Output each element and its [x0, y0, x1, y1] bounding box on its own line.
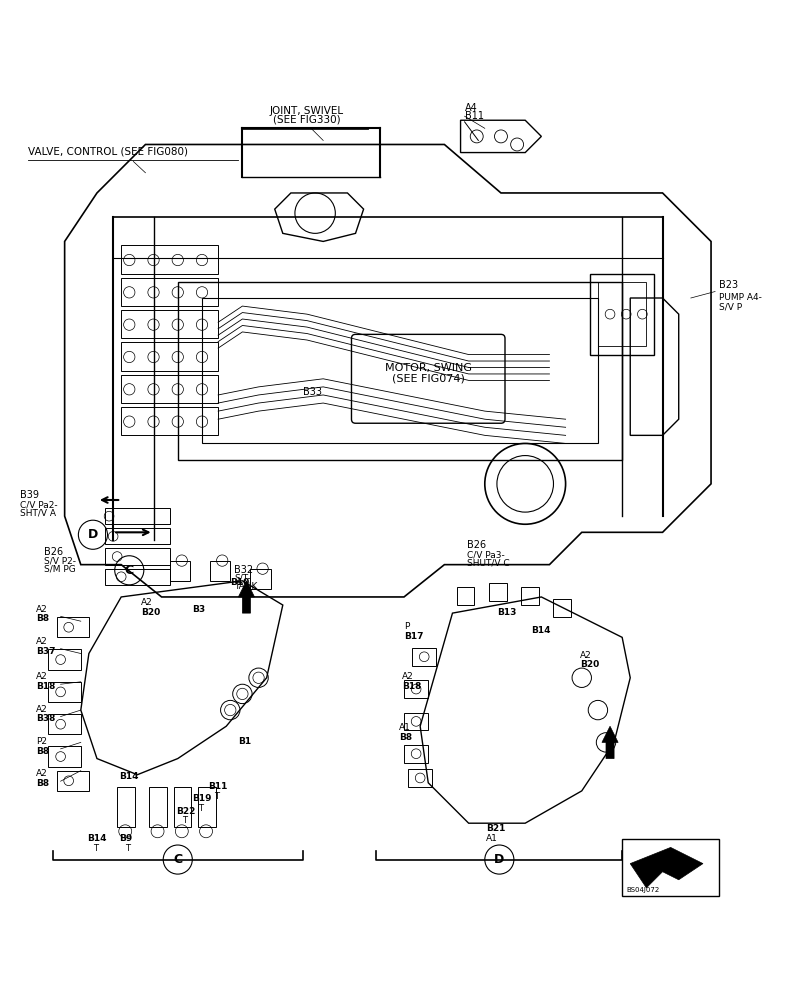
Text: T: T	[93, 844, 98, 853]
Text: B9: B9	[120, 834, 133, 843]
Text: B10: B10	[230, 578, 250, 587]
Text: D: D	[88, 528, 98, 541]
Text: SHT/V A: SHT/V A	[20, 508, 57, 517]
Text: (SEE FIG074): (SEE FIG074)	[392, 373, 465, 383]
Text: B11: B11	[465, 111, 484, 121]
Text: A1: A1	[486, 834, 499, 843]
Text: B20: B20	[141, 608, 161, 617]
Text: B38: B38	[36, 714, 56, 723]
Text: SHUT/V C: SHUT/V C	[467, 558, 510, 567]
Text: A2: A2	[141, 598, 154, 607]
Text: A2: A2	[402, 672, 415, 681]
Text: B14: B14	[87, 834, 107, 843]
Text: C: C	[124, 564, 134, 577]
Text: B8: B8	[36, 779, 49, 788]
Text: B19: B19	[192, 794, 212, 803]
Text: B26: B26	[467, 540, 486, 550]
Text: C/V Pa3-: C/V Pa3-	[467, 550, 505, 559]
Polygon shape	[602, 726, 618, 759]
Text: S/V P: S/V P	[719, 302, 743, 311]
Text: C/V Pa2-: C/V Pa2-	[20, 500, 58, 509]
Text: T: T	[125, 844, 130, 853]
Text: A2: A2	[36, 705, 48, 714]
Text: T: T	[182, 816, 187, 825]
Text: B8: B8	[399, 733, 412, 742]
Text: B37: B37	[36, 647, 56, 656]
Text: D: D	[494, 853, 504, 866]
Text: B8: B8	[36, 747, 49, 756]
Text: B13: B13	[497, 608, 516, 617]
Text: P2: P2	[36, 737, 48, 746]
Text: B11: B11	[208, 782, 228, 791]
Text: P: P	[404, 622, 410, 631]
Text: B18: B18	[36, 682, 56, 691]
Text: MOTOR, SWING: MOTOR, SWING	[385, 363, 472, 373]
Text: TANK: TANK	[234, 582, 258, 591]
Text: (SEE FIG330): (SEE FIG330)	[273, 114, 341, 124]
Text: T: T	[214, 792, 219, 801]
Text: B14: B14	[120, 772, 139, 781]
Text: BS04J072: BS04J072	[626, 887, 659, 893]
Text: B32: B32	[234, 565, 254, 575]
Text: B26: B26	[44, 547, 64, 557]
Text: B1: B1	[238, 737, 251, 746]
Text: B33: B33	[303, 387, 322, 397]
Text: A4: A4	[465, 103, 478, 113]
Polygon shape	[238, 581, 255, 613]
Text: B20: B20	[580, 660, 600, 669]
Text: A2: A2	[36, 672, 48, 681]
Text: PUMP A4-: PUMP A4-	[719, 293, 762, 302]
Text: B23: B23	[719, 280, 739, 290]
Polygon shape	[630, 847, 703, 888]
Text: B21: B21	[486, 824, 506, 833]
Text: A1: A1	[399, 723, 411, 732]
Text: A2: A2	[36, 769, 48, 778]
Text: A2: A2	[36, 637, 48, 646]
Text: B17: B17	[404, 632, 423, 641]
Text: B22: B22	[176, 807, 196, 816]
Text: B39: B39	[20, 490, 40, 500]
Text: C: C	[173, 853, 183, 866]
Text: B3: B3	[192, 605, 205, 614]
Text: B18: B18	[402, 682, 422, 691]
Text: T: T	[198, 804, 203, 813]
Text: A2: A2	[36, 605, 48, 614]
Text: S/V P2-: S/V P2-	[44, 557, 77, 566]
Text: JOINT, SWIVEL: JOINT, SWIVEL	[270, 106, 344, 116]
Text: S/T-: S/T-	[234, 574, 250, 583]
Text: A2: A2	[580, 651, 592, 660]
Text: VALVE, CONTROL (SEE FIG080): VALVE, CONTROL (SEE FIG080)	[28, 147, 188, 157]
Text: B14: B14	[531, 626, 550, 635]
Text: B8: B8	[36, 614, 49, 623]
Bar	[622, 839, 719, 896]
Text: S/M PG: S/M PG	[44, 565, 76, 574]
